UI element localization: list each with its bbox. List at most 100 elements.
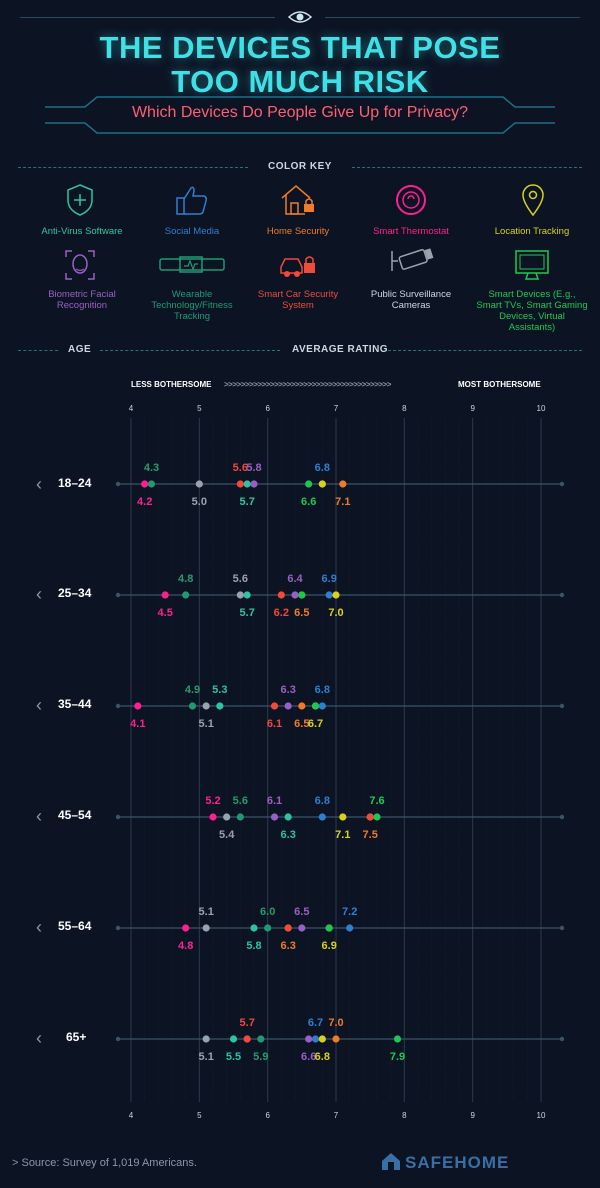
data-label: 6.8 [315,684,330,696]
data-point [236,591,244,599]
tick-label: 8 [402,404,407,413]
data-point [141,480,149,488]
brand-name: SAFEHOME [405,1153,510,1172]
data-label: 4.8 [178,940,193,952]
subtitle-frame [45,96,555,134]
key-label-surveillance: Public Surveillance Cameras [370,289,452,311]
key-label-location-tracking: Location Tracking [494,226,570,237]
rating-heading: AVERAGE RATING [292,344,389,355]
data-point [325,924,333,932]
tick-label: 6 [265,1111,270,1120]
data-label: 6.6 [301,496,316,508]
data-label: 5.9 [253,1051,268,1063]
data-label: 5.0 [192,496,207,508]
data-point [339,813,347,821]
data-point [318,702,326,710]
thumbs-up-icon [176,186,207,215]
tick-label: 4 [129,404,134,413]
data-point [182,924,190,932]
data-label: 5.6 [233,573,248,585]
data-label: 6.9 [322,940,337,952]
tick-label: 6 [265,404,270,413]
data-label: 5.6 [233,795,248,807]
data-label: 6.3 [281,684,296,696]
data-label: 5.5 [226,1051,241,1063]
key-label-smart-devices: Smart Devices (E.g., Smart TVs, Smart Ga… [476,289,588,333]
data-point [209,813,217,821]
key-label-home-security: Home Security [266,226,330,237]
data-label: 5.3 [212,684,227,696]
data-point [298,591,306,599]
key-label-biometric: Biometric Facial Recognition [48,289,116,311]
data-label: 7.1 [335,829,350,841]
row-axis-end-dot [115,481,121,487]
row-axis-end-dot [559,1036,565,1042]
data-label: 6.0 [260,906,275,918]
data-label: 7.5 [363,829,378,841]
data-point [318,1035,326,1043]
data-point [305,480,313,488]
data-label: 4.1 [130,718,145,730]
data-point [147,480,156,488]
data-label: 5.6 [233,462,248,474]
page-subtitle: Which Devices Do People Give Up for Priv… [131,104,469,121]
data-label: 4.2 [137,496,152,508]
data-point [250,480,258,488]
monitor-icon [515,250,549,280]
data-point [298,924,306,932]
data-label: 6.5 [294,607,309,619]
color-key-heading: COLOR KEY [268,161,332,172]
data-label: 4.8 [178,573,193,585]
tick-label: 10 [537,1111,546,1120]
page-title-line-2: TOO MUCH RISK [171,64,429,99]
age-label: 35–44 [58,697,92,711]
row-axis-end-dot [115,925,121,931]
fitness-band-icon [159,256,225,273]
data-point [291,591,299,599]
row-axis-end-dot [115,1036,121,1042]
car-lock-icon [280,256,315,277]
rating-divider-mid [100,350,280,351]
data-label: 7.0 [328,607,343,619]
rating-divider-right [388,350,582,351]
tick-label: 9 [470,1111,475,1120]
age-label: 55–64 [58,919,92,933]
tick-label: 5 [197,404,202,413]
data-label: 5.8 [246,462,261,474]
data-point [134,702,142,710]
data-label: 6.7 [308,718,323,730]
row-axis-end-dot [559,814,565,820]
data-label: 6.3 [281,829,296,841]
data-label: 6.9 [322,573,337,585]
data-point [202,702,210,710]
header-line-right [325,17,580,18]
data-label: 6.5 [294,906,309,918]
thermostat-icon [396,185,426,215]
brand-logo-icon [382,1153,400,1170]
data-label: 6.8 [315,462,330,474]
tick-label: 7 [334,404,339,413]
age-label: 45–54 [58,808,92,822]
data-label: 7.0 [328,1017,343,1029]
data-point [161,591,169,599]
data-point [243,480,251,488]
row-axis-end-dot [115,703,121,709]
data-point [393,1035,402,1043]
data-point [216,702,224,710]
data-label: 5.2 [205,795,220,807]
data-point [311,1035,320,1043]
data-point [284,924,292,932]
key-label-antivirus: Anti-Virus Software [41,226,123,237]
house-lock-icon [281,185,314,215]
data-label: 7.9 [390,1051,405,1063]
data-label: 6.8 [315,1051,330,1063]
tick-label: 10 [537,404,546,413]
data-label: 6.2 [274,607,289,619]
data-point [202,1035,210,1043]
data-point [366,813,374,821]
data-point [229,1035,238,1043]
eye-icon [287,11,313,23]
data-point [311,702,320,710]
data-label: 5.7 [240,1017,255,1029]
